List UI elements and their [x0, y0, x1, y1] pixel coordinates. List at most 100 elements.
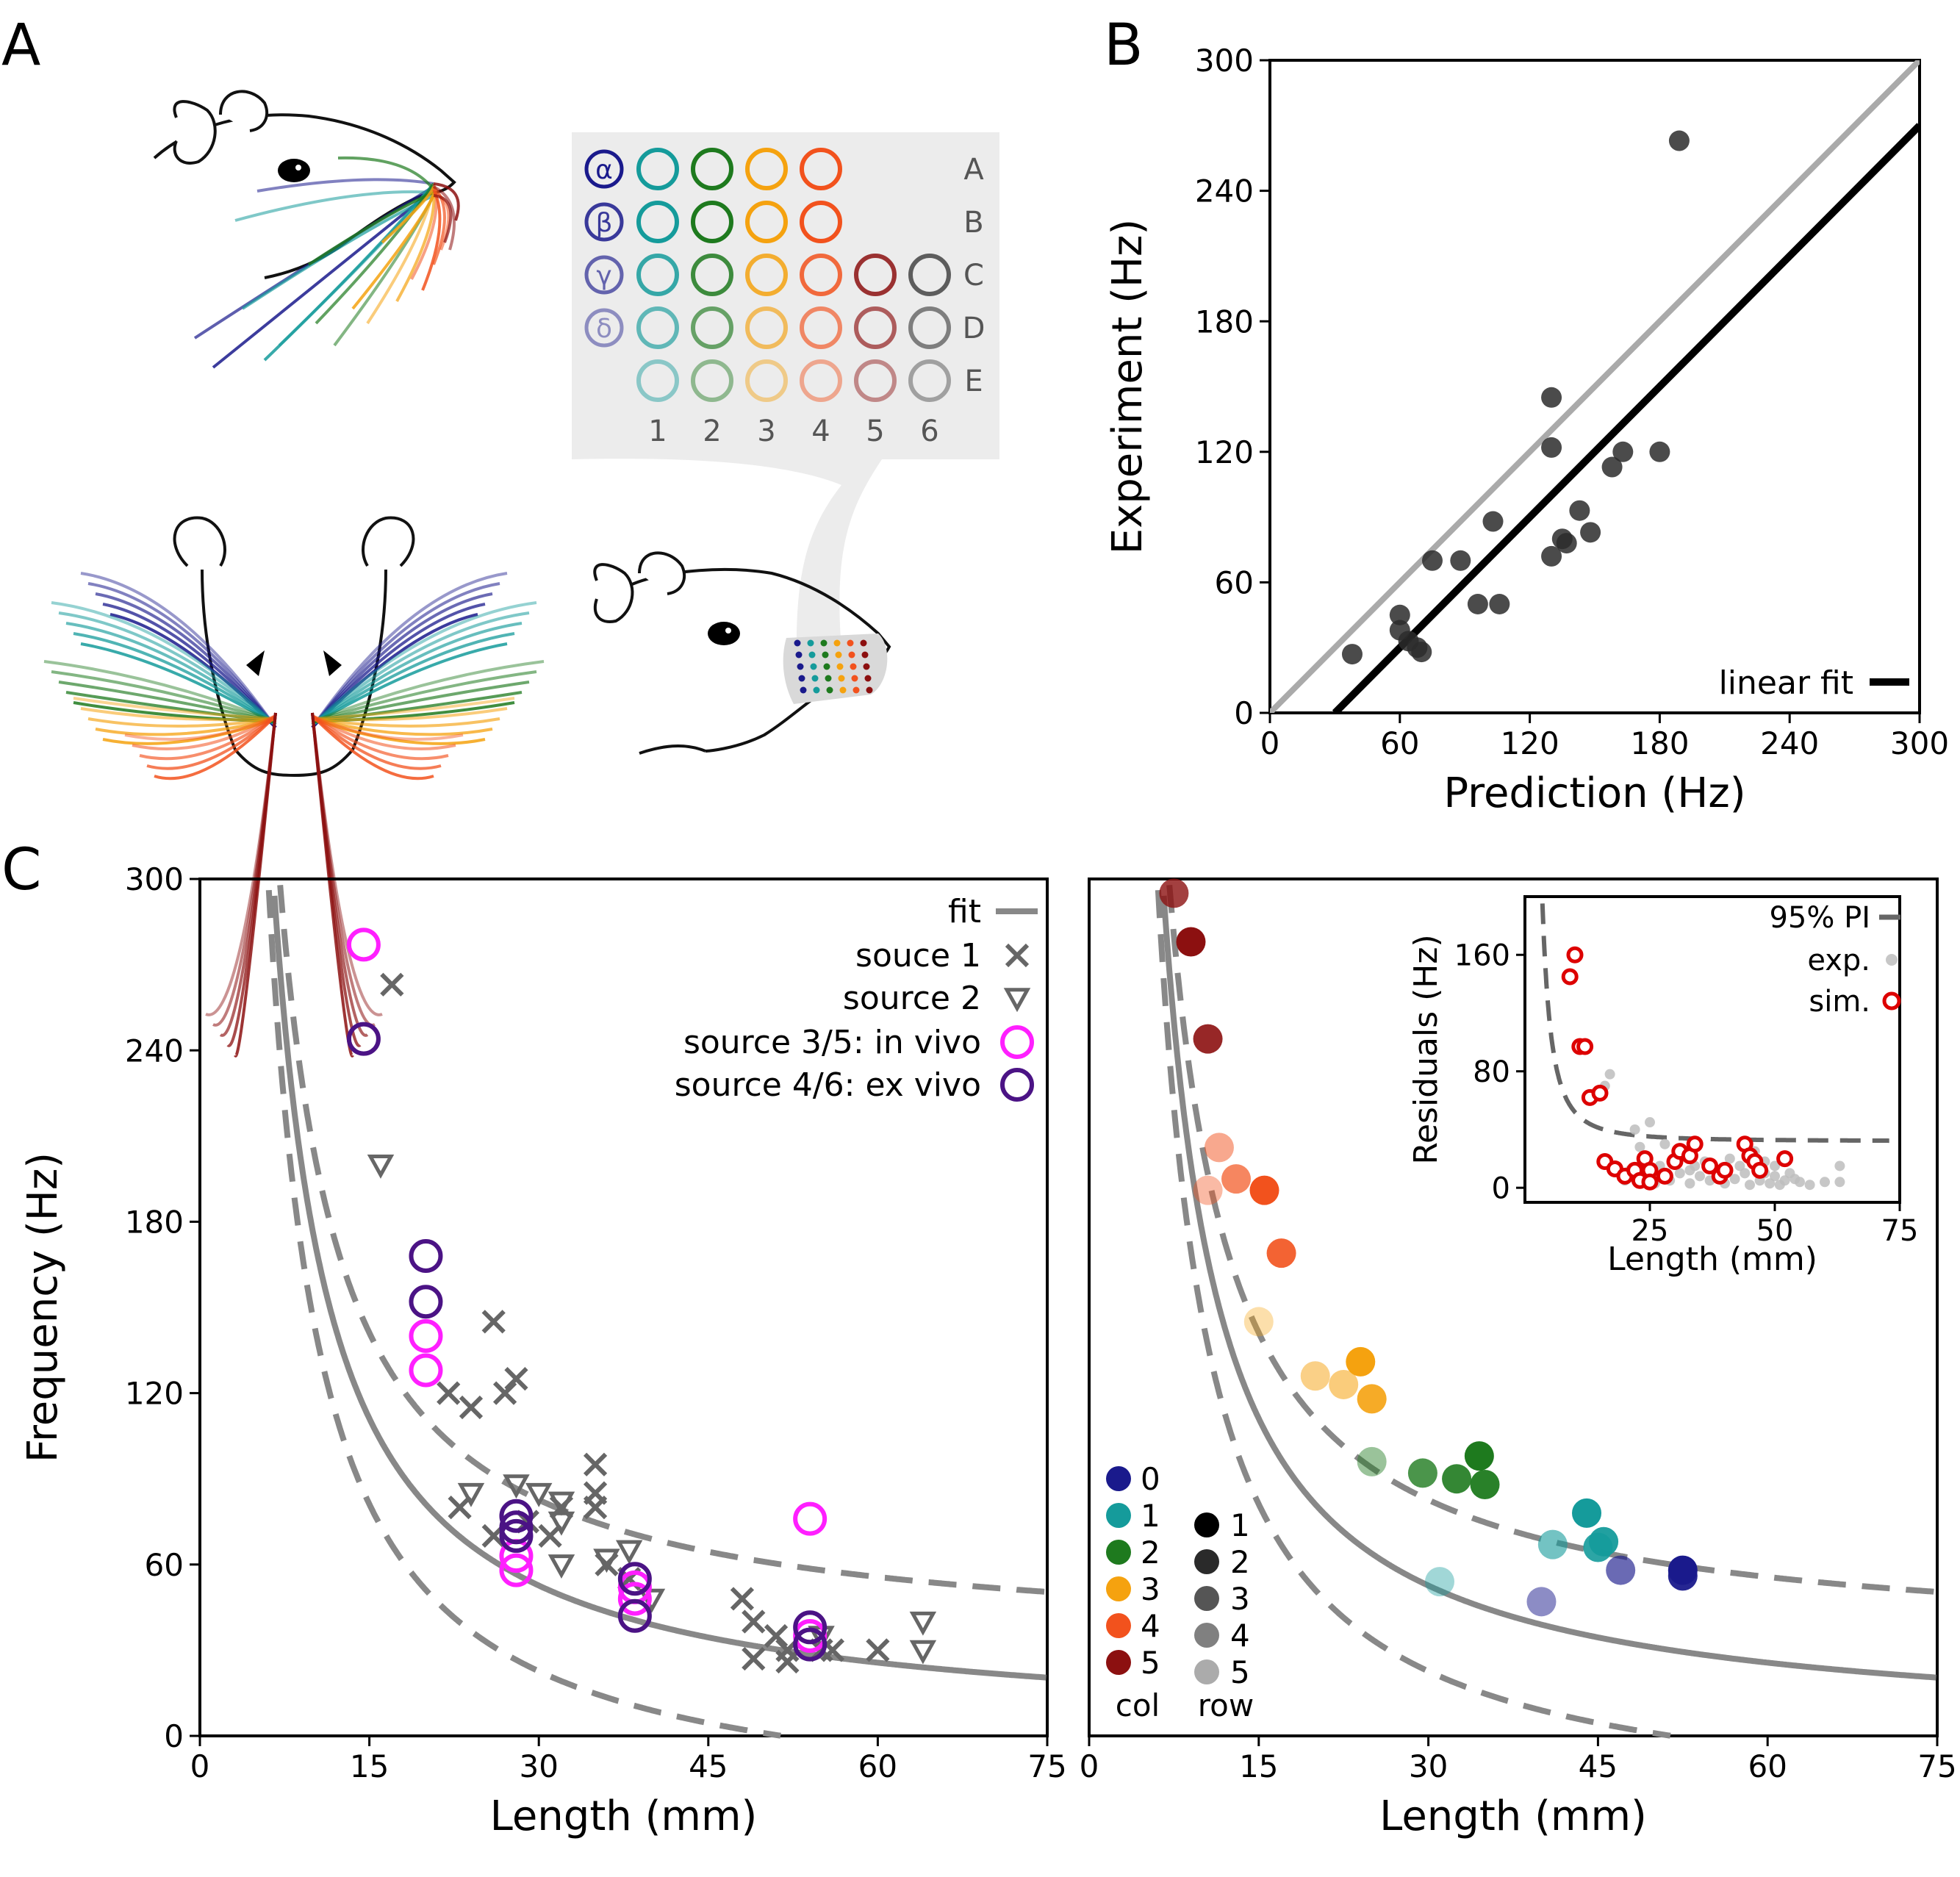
data-point — [1604, 1069, 1615, 1080]
grid-whisker-circle — [800, 359, 842, 402]
data-point — [1589, 1526, 1619, 1557]
data-point — [730, 1587, 755, 1611]
grid-row-label: A — [963, 153, 984, 187]
y-tick-label: 60 — [145, 1547, 184, 1583]
whisker-line — [87, 582, 277, 729]
data-point — [593, 1548, 620, 1573]
data-point — [1300, 1361, 1330, 1391]
x-tick-label: 30 — [1409, 1748, 1448, 1784]
whisker-line — [312, 717, 493, 736]
data-point — [617, 1598, 652, 1633]
data-point — [617, 1562, 652, 1596]
grid-col-label: 6 — [920, 414, 938, 448]
panel-c-label: C — [1, 837, 41, 903]
data-point — [1541, 437, 1562, 458]
whisker-line — [58, 611, 277, 726]
fit-curve — [1160, 895, 1936, 1681]
whisker-line — [73, 697, 276, 720]
data-point — [457, 1482, 485, 1507]
x-axis-label: Length (mm) — [1607, 1241, 1817, 1278]
data-point — [1389, 604, 1410, 625]
whisker-line — [312, 714, 464, 741]
legend-swatch — [1882, 991, 1901, 1011]
whiskers-side-top — [193, 156, 460, 369]
x-tick-label: 240 — [1760, 725, 1819, 761]
data-point — [793, 1610, 828, 1645]
whisker-line — [139, 714, 277, 761]
snout-dot — [820, 639, 828, 647]
whisker-line — [311, 714, 456, 750]
y-tick-label: 300 — [125, 861, 184, 897]
grid-whisker-circle — [636, 201, 679, 243]
identity-line — [1270, 60, 1920, 713]
grid-whisker-circle — [636, 148, 679, 190]
x-tick-label: 0 — [1080, 1748, 1099, 1784]
data-point — [1701, 1157, 1719, 1174]
pi-curve — [1540, 903, 1889, 1144]
plot-frame — [198, 878, 1049, 1737]
grid-whisker-circle — [745, 359, 788, 402]
data-point — [1668, 1561, 1698, 1591]
whisker-line — [102, 603, 277, 729]
x-tick-label: 60 — [1380, 725, 1419, 761]
legend-label: 1 — [1230, 1507, 1250, 1543]
snout-dot — [861, 651, 869, 658]
data-point — [1629, 1124, 1640, 1135]
snout-dot — [808, 651, 816, 658]
data-point — [1674, 1168, 1685, 1179]
data-point — [346, 927, 381, 962]
panel-c-inset-chart: 25 50 75 0 80 160 Length (mm) Residuals (Hz) 95%… — [1396, 882, 1925, 1293]
data-point — [1724, 1153, 1735, 1164]
data-point — [367, 1154, 395, 1179]
panel-b-lines — [1270, 60, 1920, 713]
grid-greek-circle — [584, 308, 624, 348]
grid-whisker-circle — [800, 201, 842, 243]
whiskers-front — [43, 572, 545, 1058]
legend-swatch — [1106, 1576, 1131, 1601]
data-point — [1668, 130, 1690, 151]
snout-dot — [836, 663, 844, 670]
data-point — [1569, 500, 1590, 521]
data-point — [742, 1609, 766, 1634]
grid-whisker-circle — [800, 254, 842, 296]
grid-whisker-circle — [636, 306, 679, 349]
grid-whisker-circle — [636, 254, 679, 296]
data-point — [1541, 387, 1562, 408]
snout-dot — [864, 675, 872, 682]
x-tick-label: 25 — [1631, 1214, 1669, 1248]
grid-col-label: 5 — [866, 414, 884, 448]
data-point — [1645, 1117, 1655, 1128]
snout-dot — [835, 651, 842, 658]
rat-side-view-bottom — [593, 551, 891, 755]
grid-greek-circle — [584, 202, 624, 242]
snout-dot — [823, 663, 830, 670]
grid-row-label: E — [964, 365, 983, 398]
grid-row-label: C — [963, 259, 984, 293]
data-point — [1751, 1161, 1769, 1179]
y-tick-label: 240 — [1195, 173, 1254, 209]
snout-dot — [847, 639, 854, 647]
y-tick-label: 0 — [164, 1718, 184, 1754]
data-point — [1634, 1141, 1645, 1152]
whisker-line — [311, 622, 523, 726]
data-point — [1204, 1133, 1234, 1163]
grid-greek-label: α — [595, 155, 613, 185]
snout-dot — [866, 686, 873, 694]
data-point — [1684, 1165, 1695, 1176]
snout-dot — [810, 663, 817, 670]
data-point — [499, 1510, 534, 1545]
data-point — [1740, 1168, 1751, 1179]
whisker-line — [311, 712, 354, 1058]
legend-label: 4 — [1230, 1618, 1250, 1654]
data-point — [1556, 533, 1577, 554]
data-point — [1834, 1160, 1845, 1171]
snout-dot — [797, 663, 804, 670]
data-point — [1659, 1138, 1670, 1149]
snout-dot — [825, 675, 832, 682]
whisker-line — [43, 660, 276, 723]
data-point — [1526, 1587, 1557, 1617]
data-point — [1193, 1175, 1223, 1205]
grid-whisker-circle — [691, 306, 733, 349]
snout-dot — [813, 686, 820, 694]
data-point — [1601, 456, 1623, 478]
